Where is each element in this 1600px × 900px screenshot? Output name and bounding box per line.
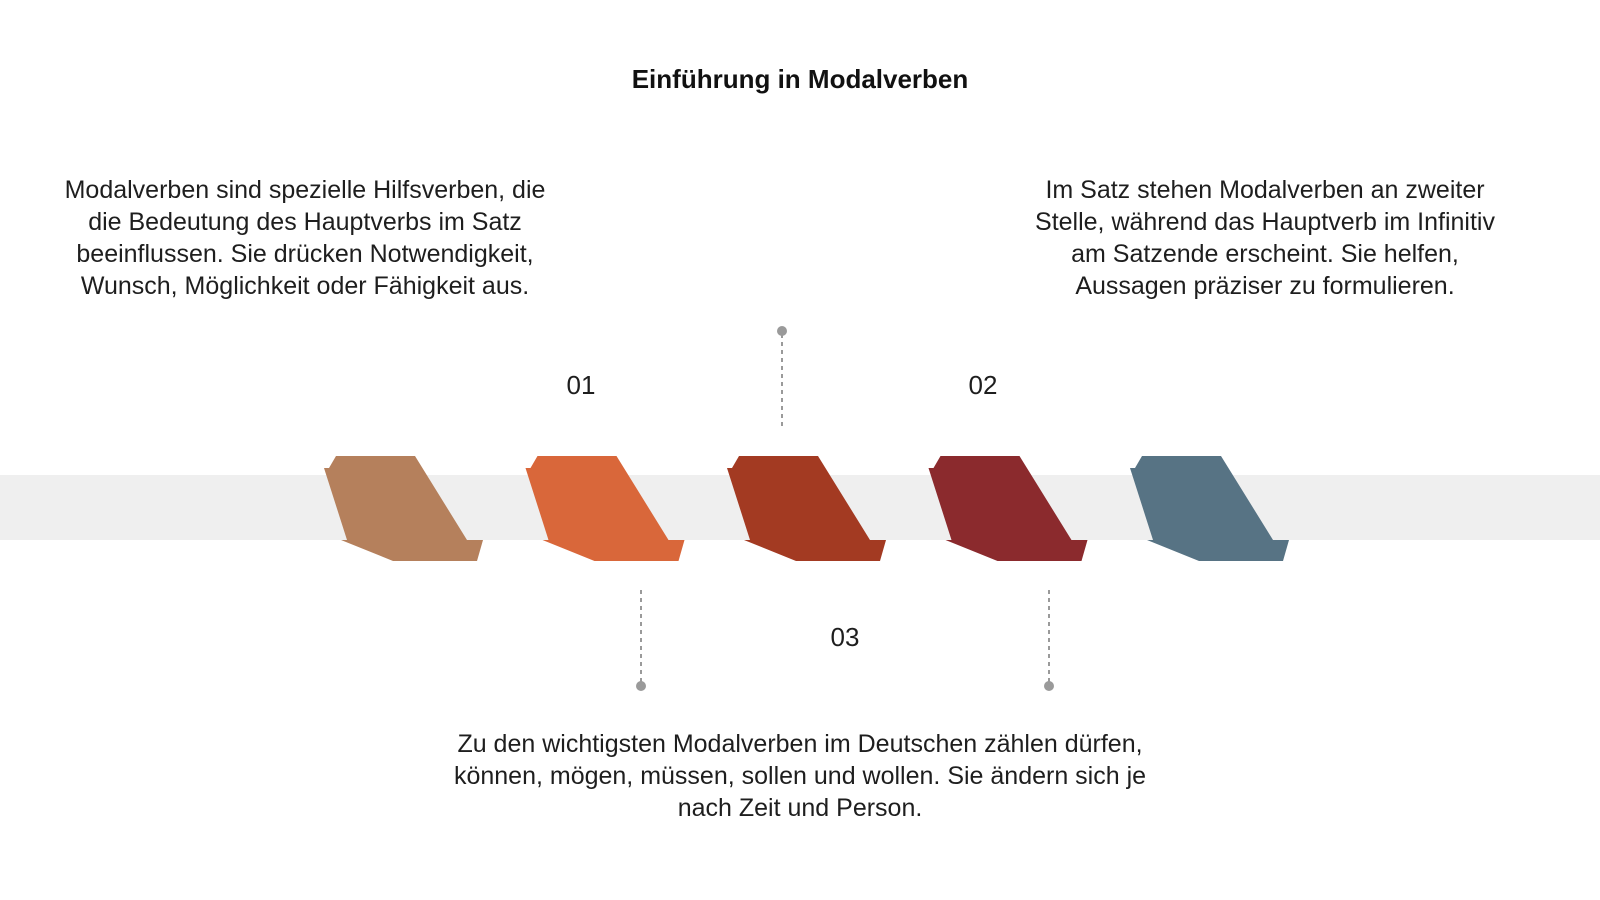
step-3-description: Zu den wichtigsten Modalverben im Deutsc… — [453, 730, 1147, 822]
timeline-chevron-3 — [727, 456, 886, 561]
chevron-group — [324, 456, 1289, 561]
timeline-chevron-1 — [324, 456, 483, 561]
step-3-number: 03 — [830, 622, 860, 652]
connector-bottom-left-dot — [636, 681, 646, 691]
step-2-number: 02 — [968, 370, 998, 400]
page-title: Einführung in Modalverben — [631, 64, 969, 94]
connector-bottom-right-dot — [1044, 681, 1054, 691]
step-2-description: Im Satz stehen Modalverben an zweiter St… — [1035, 176, 1495, 300]
connector-top-dot — [777, 326, 787, 336]
timeline-chevron-2 — [525, 456, 685, 561]
connector-group — [636, 326, 1054, 691]
timeline-chevron-5 — [1130, 456, 1289, 561]
step-1-description: Modalverben sind spezielle Hilfsverben, … — [64, 176, 546, 300]
step-1-number: 01 — [566, 370, 596, 400]
timeline-chevron-4 — [928, 456, 1088, 561]
